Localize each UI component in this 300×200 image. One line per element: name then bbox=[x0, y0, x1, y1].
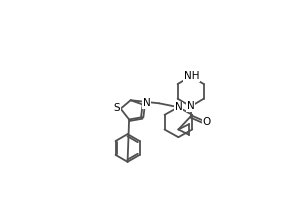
Text: N: N bbox=[175, 102, 182, 112]
Text: O: O bbox=[203, 117, 211, 127]
Text: N: N bbox=[187, 101, 195, 111]
Text: N: N bbox=[143, 98, 151, 108]
Text: S: S bbox=[113, 103, 120, 113]
Text: NH: NH bbox=[184, 71, 199, 81]
